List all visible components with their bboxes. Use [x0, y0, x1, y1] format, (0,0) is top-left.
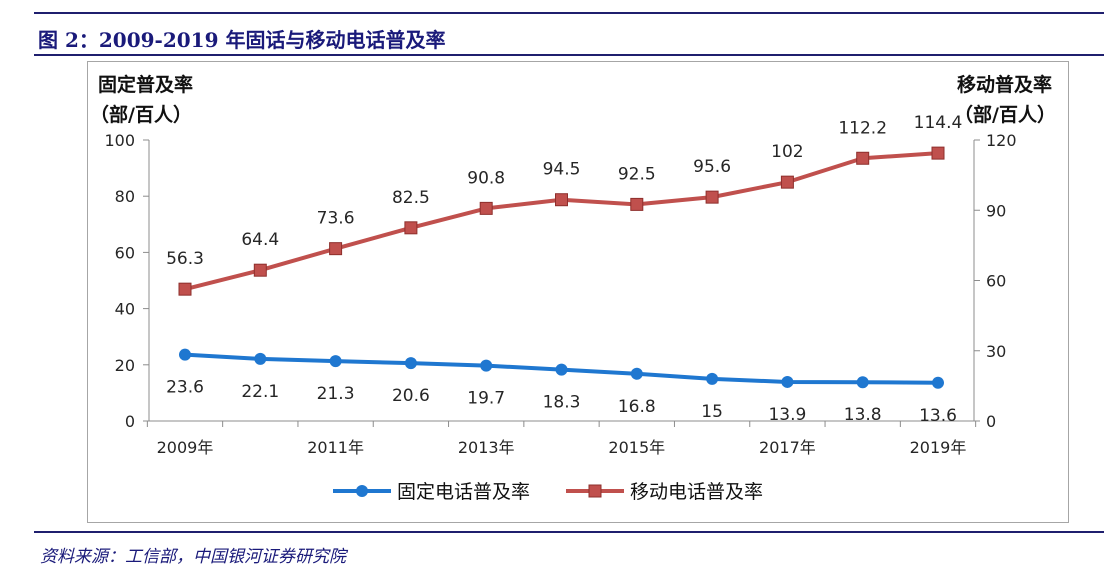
fixed-data-point — [630, 367, 643, 380]
mobile-data-label: 64.4 — [241, 230, 279, 250]
fixed-data-point — [404, 357, 417, 370]
mobile-data-point — [329, 242, 343, 256]
mobile-data-label: 112.2 — [838, 118, 887, 138]
mobile-data-point — [479, 201, 493, 215]
x-tick-label: 2015年 — [608, 438, 665, 457]
x-tick-label: 2019年 — [910, 438, 967, 457]
fixed-data-label: 21.3 — [317, 384, 355, 404]
mobile-data-point — [404, 221, 418, 235]
legend-fixed-label: 固定电话普及率 — [397, 481, 530, 503]
left-y-tick-label: 100 — [104, 131, 135, 150]
chart-frame — [87, 61, 1069, 523]
mobile-data-label: 56.3 — [166, 249, 204, 269]
fixed-data-point — [254, 352, 267, 365]
mobile-data-point — [931, 146, 945, 160]
figure-title: 图 2：2009-2019 年固话与移动电话普及率 — [38, 28, 446, 52]
legend-mobile-label: 移动电话普及率 — [630, 481, 763, 503]
right-y-tick-label: 60 — [986, 272, 1006, 291]
right-axis-title-line2: （部/百人） — [954, 103, 1056, 126]
fixed-data-point — [706, 372, 719, 385]
mobile-data-label: 94.5 — [543, 160, 581, 180]
fixed-data-point — [555, 363, 568, 376]
fixed-data-label: 20.6 — [392, 386, 430, 406]
top-rule — [34, 12, 1104, 14]
fixed-data-label: 22.1 — [241, 382, 279, 402]
right-axis-title-line1: 移动普及率 — [957, 73, 1052, 96]
mobile-data-point — [253, 263, 267, 277]
fixed-data-point — [932, 376, 944, 389]
mobile-data-label: 95.6 — [693, 157, 731, 177]
x-tick-label: 2011年 — [307, 438, 364, 457]
fixed-data-label: 13.9 — [768, 405, 806, 425]
mobile-data-label: 90.8 — [467, 168, 505, 188]
fixed-data-label: 13.8 — [844, 405, 882, 425]
fixed-data-label: 15 — [701, 402, 723, 422]
mobile-data-point — [178, 282, 192, 296]
left-y-tick-label: 80 — [115, 187, 135, 206]
source-note: 资料来源：工信部，中国银河证券研究院 — [40, 547, 346, 567]
mobile-data-point — [856, 151, 870, 165]
mobile-data-label: 114.4 — [914, 113, 963, 133]
right-y-tick-label: 30 — [986, 342, 1006, 361]
right-y-tick-label: 90 — [986, 201, 1006, 220]
left-y-tick-label: 0 — [125, 412, 135, 431]
bottom-rule — [34, 531, 1104, 533]
right-y-tick-label: 0 — [986, 412, 996, 431]
fixed-data-label: 13.6 — [919, 406, 957, 426]
x-tick-label: 2009年 — [157, 438, 214, 457]
legend-fixed-swatch-marker — [356, 485, 368, 497]
mobile-data-point — [705, 190, 719, 204]
mobile-data-point — [630, 197, 644, 211]
left-y-tick-label: 20 — [115, 356, 135, 375]
mobile-data-label: 92.5 — [618, 164, 656, 184]
fixed-data-point — [856, 376, 869, 389]
fixed-data-label: 18.3 — [543, 393, 581, 413]
legend-mobile-swatch-marker — [588, 484, 602, 498]
left-axis-title-line2: （部/百人） — [90, 103, 192, 126]
left-axis-title-line1: 固定普及率 — [98, 73, 193, 96]
mobile-data-point — [780, 175, 794, 189]
title-rule — [34, 54, 1104, 56]
fixed-data-point — [179, 348, 191, 361]
fixed-data-label: 23.6 — [166, 378, 204, 398]
left-y-tick-label: 40 — [115, 300, 135, 319]
fixed-data-point — [329, 355, 342, 368]
x-tick-label: 2017年 — [759, 438, 816, 457]
mobile-data-label: 82.5 — [392, 188, 430, 208]
fixed-data-label: 19.7 — [467, 389, 505, 409]
x-tick-label: 2013年 — [458, 438, 515, 457]
fixed-data-label: 16.8 — [618, 397, 656, 417]
mobile-data-label: 73.6 — [317, 209, 355, 229]
right-y-tick-label: 120 — [986, 131, 1017, 150]
fixed-data-point — [781, 375, 794, 388]
mobile-data-point — [555, 193, 568, 207]
mobile-data-label: 102 — [771, 142, 803, 162]
fixed-data-point — [480, 359, 493, 372]
left-y-tick-label: 60 — [115, 243, 135, 262]
